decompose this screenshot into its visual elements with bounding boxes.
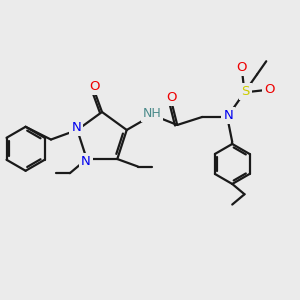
Text: S: S (241, 85, 250, 98)
Text: O: O (89, 80, 100, 93)
Text: N: N (224, 110, 233, 122)
Text: O: O (166, 92, 176, 104)
Text: O: O (264, 83, 275, 96)
Text: O: O (236, 61, 247, 74)
Text: N: N (81, 154, 91, 167)
Text: NH: NH (143, 107, 162, 121)
Text: N: N (71, 122, 81, 134)
